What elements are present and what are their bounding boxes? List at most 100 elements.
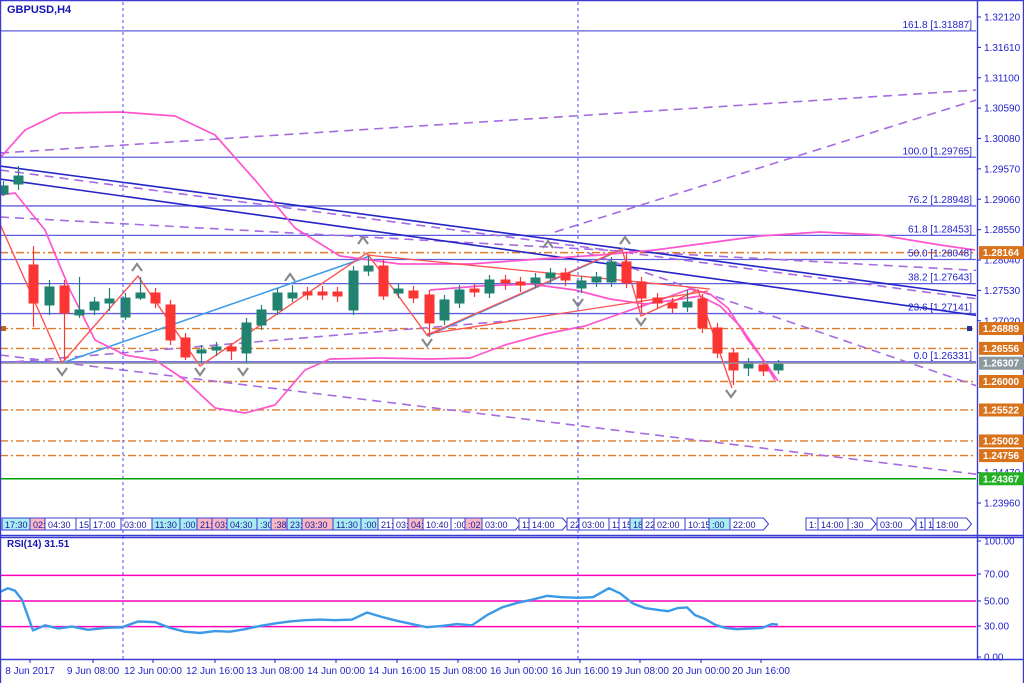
sky-trendline[interactable] xyxy=(61,255,371,364)
date-axis-label: 16 Jun 00:00 xyxy=(490,666,548,677)
price-badge-label: 1.28164 xyxy=(983,248,1020,259)
time-tag-label: 1: xyxy=(809,520,817,530)
price-badge-label: 1.25002 xyxy=(983,436,1020,447)
violet-dashed-trendline[interactable] xyxy=(587,252,1024,402)
date-axis-label: 15 Jun 08:00 xyxy=(429,666,487,677)
time-tags-row: 17:30 02: 04:30 15: 17:00 03:00 11:30:00 21: 03:… xyxy=(1,517,973,531)
time-tag-label: 02:00 xyxy=(657,520,680,530)
time-tag[interactable]: 03:00 xyxy=(876,517,917,531)
price-axis-label: 1.31100 xyxy=(984,73,1020,84)
violet-dashed-trendline[interactable] xyxy=(0,319,521,364)
time-tag-label: :02 xyxy=(468,520,481,530)
candle xyxy=(454,285,465,309)
violet-dashed-trendline[interactable] xyxy=(0,216,1024,273)
price-badge-label: 1.26307 xyxy=(983,359,1020,370)
price-badge-bg xyxy=(979,246,1024,260)
candle-body xyxy=(89,301,100,311)
candle-body xyxy=(59,285,70,314)
fractal-arrow-down-icon xyxy=(572,298,584,308)
candle xyxy=(697,294,708,333)
price-axis-label: 1.29570 xyxy=(984,164,1021,175)
time-tag-shape xyxy=(481,517,522,531)
line-handle[interactable] xyxy=(1,326,6,332)
candle-body xyxy=(13,175,24,185)
time-tag[interactable]: 18:00 xyxy=(932,517,973,531)
candle xyxy=(393,284,404,299)
time-tag-label: :30 xyxy=(260,520,273,530)
candle xyxy=(682,289,693,312)
price-axis-label: 1.23960 xyxy=(984,499,1021,510)
rsi-axis-label: 30.00 xyxy=(984,622,1009,633)
price-axis-label: 1.28550 xyxy=(984,225,1021,236)
candle-body xyxy=(302,291,313,296)
date-axis-label: 19 Jun 08:00 xyxy=(611,666,669,677)
candle-body xyxy=(454,289,465,304)
candle-body xyxy=(530,277,541,284)
candle-body xyxy=(424,294,435,324)
candle-body xyxy=(332,291,343,297)
date-axis-label: 13 Jun 08:00 xyxy=(246,666,304,677)
candle xyxy=(652,292,663,309)
candle xyxy=(484,275,495,299)
fib-level-label: 161.8 [1.31887] xyxy=(902,20,972,31)
candle xyxy=(28,246,39,327)
date-axis-label: 8 Jun 2017 xyxy=(5,666,55,677)
candle-body xyxy=(560,272,571,281)
candle-body xyxy=(712,327,723,354)
time-tag-label: 15: xyxy=(79,520,92,530)
candle-body xyxy=(378,265,389,297)
candle xyxy=(515,276,526,292)
candle xyxy=(712,322,723,358)
time-tag-label: 04: xyxy=(411,520,424,530)
violet-dashed-trendline[interactable] xyxy=(554,85,1024,233)
bollinger-band-upper[interactable] xyxy=(0,111,976,265)
candle xyxy=(180,332,191,361)
violet-dashed-trendline[interactable] xyxy=(0,354,1024,480)
navy-trendline[interactable] xyxy=(0,178,1024,322)
price-badge-bg xyxy=(979,375,1024,389)
navy-trendline[interactable] xyxy=(0,165,1024,302)
candle xyxy=(256,304,267,330)
fractal-arrow-up-icon xyxy=(357,235,369,245)
price-badge-label: 1.26889 xyxy=(983,324,1020,335)
time-tag-label: 03:00 xyxy=(582,520,605,530)
line-handle[interactable] xyxy=(967,326,972,332)
date-axis: 8 Jun 2017 9 Jun 08:00 12 Jun 00:00 12 Jun … xyxy=(5,659,790,677)
price-badge-bg xyxy=(979,322,1024,336)
time-tag-label: 04:30 xyxy=(230,520,253,530)
time-tag-shape xyxy=(847,517,877,531)
fib-level-label: 100.0 [1.29765] xyxy=(902,146,972,157)
violet-dashed-trendline[interactable] xyxy=(0,169,1024,305)
candle xyxy=(44,280,55,315)
candle xyxy=(728,347,739,385)
candle xyxy=(74,276,85,318)
candle xyxy=(606,257,617,287)
price-badge-bg xyxy=(979,403,1024,417)
date-axis-label: 16 Jun 16:00 xyxy=(551,666,609,677)
candle xyxy=(89,296,100,315)
candle-body xyxy=(1,185,9,195)
time-tag[interactable]: 14:00 xyxy=(528,517,569,531)
candle-body xyxy=(211,346,222,351)
candle xyxy=(13,166,24,191)
violet-dashed-trendline[interactable] xyxy=(0,87,1024,154)
candle xyxy=(378,260,389,300)
rsi-line xyxy=(1,587,779,635)
time-tag-label: :00 xyxy=(454,520,467,530)
red-wedge-trendline[interactable] xyxy=(366,254,711,290)
time-tag[interactable]: 03:00 xyxy=(481,517,522,531)
date-axis-label: 14 Jun 16:00 xyxy=(368,666,426,677)
candle xyxy=(500,275,511,290)
candle-body xyxy=(636,281,647,299)
time-tag[interactable]: 22:00 xyxy=(729,517,770,531)
candle xyxy=(469,284,480,297)
date-axis-label: 14 Jun 00:00 xyxy=(307,666,365,677)
candle-body xyxy=(272,292,283,311)
price-axis-label: 1.30080 xyxy=(984,134,1021,145)
time-tag[interactable]: :30 xyxy=(847,517,877,531)
price-badge-label: 1.24367 xyxy=(983,474,1020,485)
time-tag-label: 21: xyxy=(381,520,394,530)
candle-body xyxy=(591,276,602,283)
